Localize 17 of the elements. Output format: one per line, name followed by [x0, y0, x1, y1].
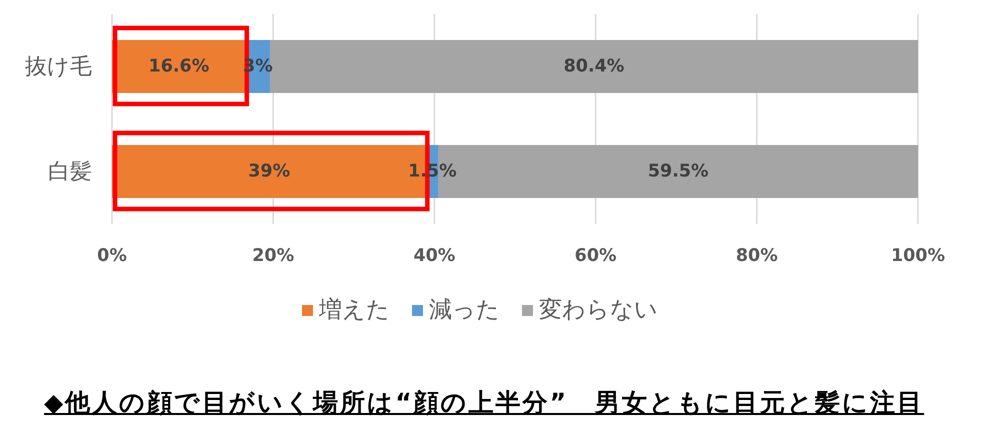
x-tick-label: 80% [736, 246, 778, 266]
data-label: 80.4% [564, 56, 624, 76]
data-label: 16.6% [148, 56, 210, 76]
x-tick-label: 60% [574, 246, 617, 266]
data-label: 39% [248, 162, 290, 182]
text: ◆他人の顔で目がいく場所は“顔の上半分” 男女ともに目元と髪に注目 [44, 387, 924, 419]
y-tick-label: 白髪 [48, 159, 92, 184]
legend-label: 増えた [319, 297, 390, 323]
x-tick-label: 40% [413, 246, 456, 266]
y-tick-label: 抜け毛 [25, 54, 92, 79]
x-tick-label: 100% [890, 246, 946, 266]
data-label: 1.5% [408, 162, 457, 182]
legend-label: 減った [429, 297, 500, 323]
x-tick-label: 20% [252, 246, 294, 266]
x-tick-label: 0% [97, 246, 127, 266]
legend-label: 変わらない [539, 297, 658, 323]
data-label: 59.5% [648, 162, 709, 182]
